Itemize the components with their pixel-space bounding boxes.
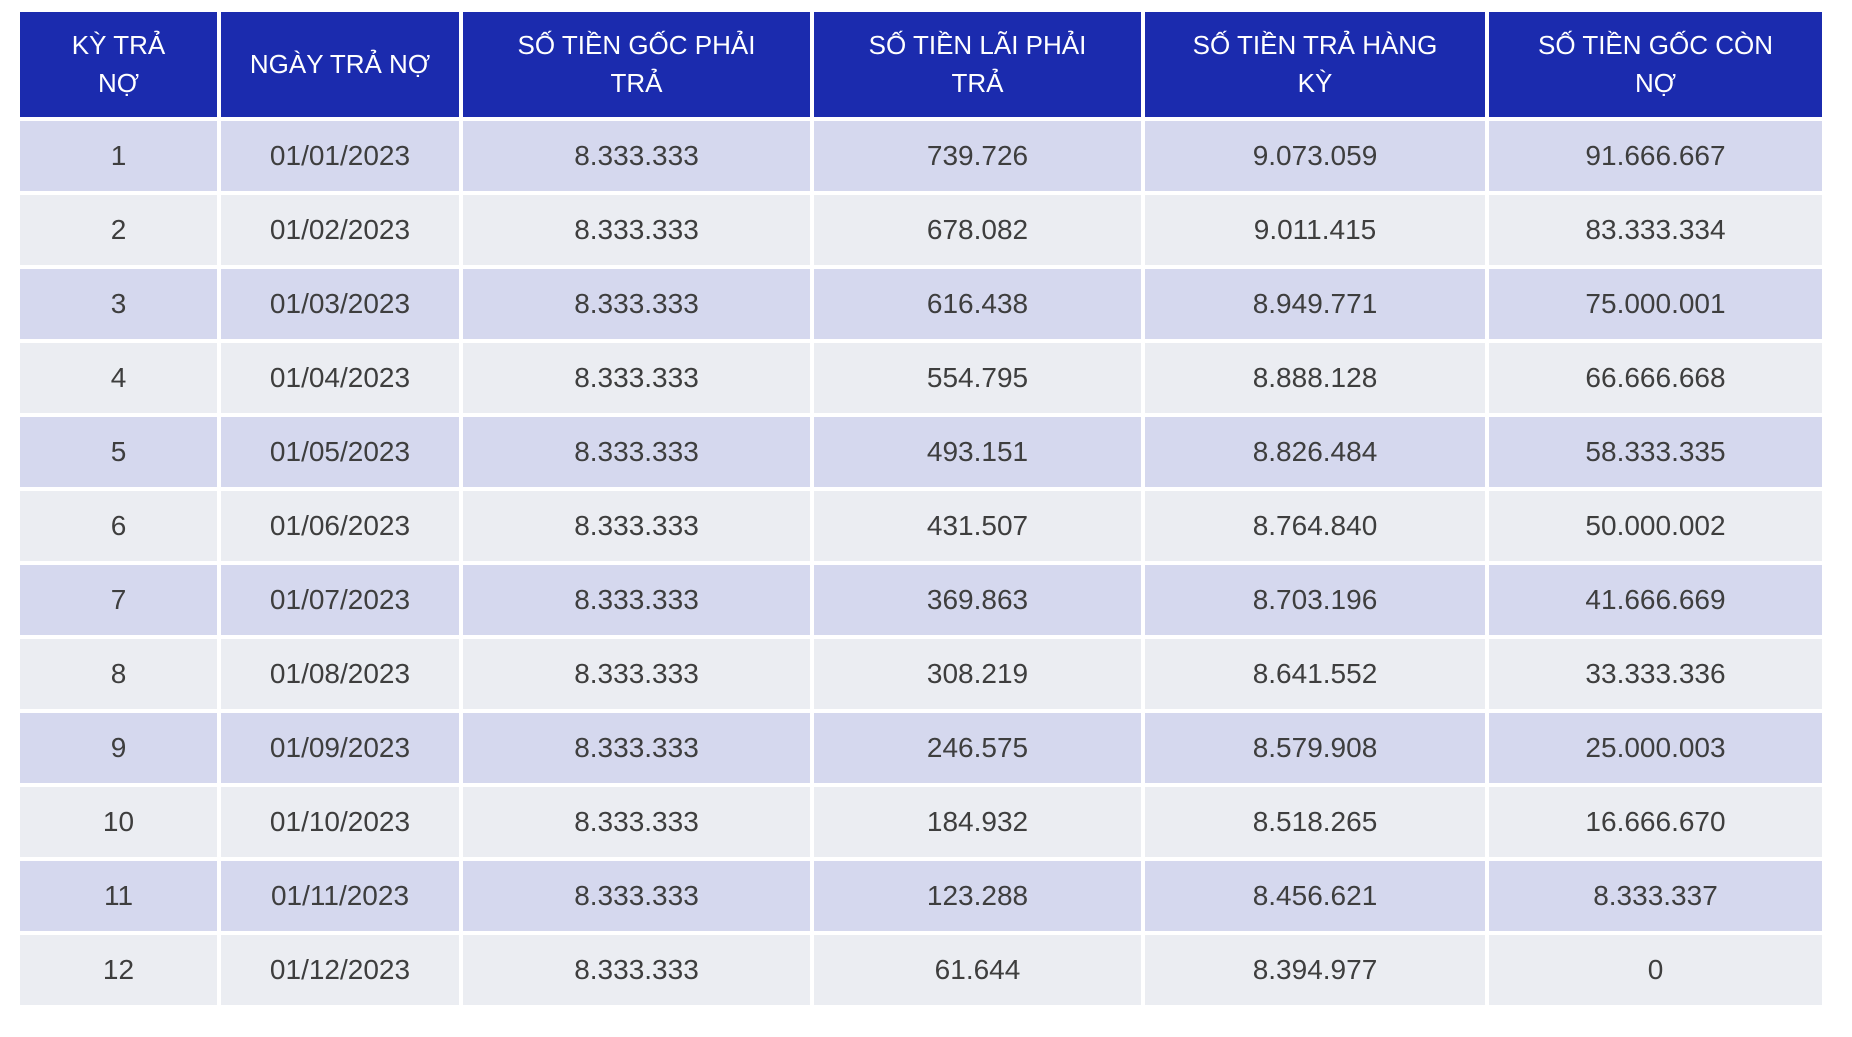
cell-interest-row-9: 246.575 bbox=[814, 713, 1141, 783]
cell-balance-row-10: 16.666.670 bbox=[1489, 787, 1822, 857]
cell-date-row-4: 01/04/2023 bbox=[221, 343, 459, 413]
cell-interest-row-6: 431.507 bbox=[814, 491, 1141, 561]
column-header-payment: SỐ TIỀN TRẢ HÀNG KỲ bbox=[1145, 12, 1485, 117]
cell-date-row-8: 01/08/2023 bbox=[221, 639, 459, 709]
column-header-interest: SỐ TIỀN LÃI PHẢI TRẢ bbox=[814, 12, 1141, 117]
cell-principal-row-3: 8.333.333 bbox=[463, 269, 810, 339]
cell-balance-row-12: 0 bbox=[1489, 935, 1822, 1005]
cell-date-row-11: 01/11/2023 bbox=[221, 861, 459, 931]
cell-period-row-3: 3 bbox=[20, 269, 217, 339]
cell-principal-row-5: 8.333.333 bbox=[463, 417, 810, 487]
cell-balance-row-1: 91.666.667 bbox=[1489, 121, 1822, 191]
cell-period-row-1: 1 bbox=[20, 121, 217, 191]
cell-date-row-10: 01/10/2023 bbox=[221, 787, 459, 857]
cell-payment-row-1: 9.073.059 bbox=[1145, 121, 1485, 191]
cell-principal-row-2: 8.333.333 bbox=[463, 195, 810, 265]
cell-principal-row-6: 8.333.333 bbox=[463, 491, 810, 561]
cell-period-row-4: 4 bbox=[20, 343, 217, 413]
cell-principal-row-12: 8.333.333 bbox=[463, 935, 810, 1005]
cell-payment-row-6: 8.764.840 bbox=[1145, 491, 1485, 561]
cell-interest-row-10: 184.932 bbox=[814, 787, 1141, 857]
cell-period-row-6: 6 bbox=[20, 491, 217, 561]
cell-principal-row-1: 8.333.333 bbox=[463, 121, 810, 191]
cell-principal-row-10: 8.333.333 bbox=[463, 787, 810, 857]
cell-date-row-9: 01/09/2023 bbox=[221, 713, 459, 783]
cell-period-row-12: 12 bbox=[20, 935, 217, 1005]
cell-balance-row-3: 75.000.001 bbox=[1489, 269, 1822, 339]
cell-payment-row-3: 8.949.771 bbox=[1145, 269, 1485, 339]
cell-interest-row-12: 61.644 bbox=[814, 935, 1141, 1005]
cell-date-row-2: 01/02/2023 bbox=[221, 195, 459, 265]
cell-date-row-12: 01/12/2023 bbox=[221, 935, 459, 1005]
cell-balance-row-4: 66.666.668 bbox=[1489, 343, 1822, 413]
cell-balance-row-9: 25.000.003 bbox=[1489, 713, 1822, 783]
cell-payment-row-7: 8.703.196 bbox=[1145, 565, 1485, 635]
cell-payment-row-10: 8.518.265 bbox=[1145, 787, 1485, 857]
cell-payment-row-9: 8.579.908 bbox=[1145, 713, 1485, 783]
cell-period-row-9: 9 bbox=[20, 713, 217, 783]
cell-balance-row-2: 83.333.334 bbox=[1489, 195, 1822, 265]
cell-interest-row-11: 123.288 bbox=[814, 861, 1141, 931]
cell-date-row-1: 01/01/2023 bbox=[221, 121, 459, 191]
cell-period-row-7: 7 bbox=[20, 565, 217, 635]
cell-date-row-6: 01/06/2023 bbox=[221, 491, 459, 561]
cell-interest-row-7: 369.863 bbox=[814, 565, 1141, 635]
cell-period-row-11: 11 bbox=[20, 861, 217, 931]
column-header-period: KỲ TRẢ NỢ bbox=[20, 12, 217, 117]
column-header-principal: SỐ TIỀN GỐC PHẢI TRẢ bbox=[463, 12, 810, 117]
table-grid: KỲ TRẢ NỢ NGÀY TRẢ NỢ SỐ TIỀN GỐC PHẢI T… bbox=[20, 12, 1822, 1005]
cell-payment-row-12: 8.394.977 bbox=[1145, 935, 1485, 1005]
cell-interest-row-3: 616.438 bbox=[814, 269, 1141, 339]
cell-payment-row-5: 8.826.484 bbox=[1145, 417, 1485, 487]
cell-principal-row-9: 8.333.333 bbox=[463, 713, 810, 783]
cell-interest-row-4: 554.795 bbox=[814, 343, 1141, 413]
cell-period-row-5: 5 bbox=[20, 417, 217, 487]
amortization-table: KỲ TRẢ NỢ NGÀY TRẢ NỢ SỐ TIỀN GỐC PHẢI T… bbox=[20, 12, 1822, 1005]
cell-principal-row-11: 8.333.333 bbox=[463, 861, 810, 931]
cell-period-row-8: 8 bbox=[20, 639, 217, 709]
cell-principal-row-7: 8.333.333 bbox=[463, 565, 810, 635]
column-header-date: NGÀY TRẢ NỢ bbox=[221, 12, 459, 117]
cell-date-row-7: 01/07/2023 bbox=[221, 565, 459, 635]
cell-period-row-2: 2 bbox=[20, 195, 217, 265]
cell-principal-row-4: 8.333.333 bbox=[463, 343, 810, 413]
cell-interest-row-2: 678.082 bbox=[814, 195, 1141, 265]
cell-interest-row-1: 739.726 bbox=[814, 121, 1141, 191]
cell-balance-row-8: 33.333.336 bbox=[1489, 639, 1822, 709]
cell-interest-row-5: 493.151 bbox=[814, 417, 1141, 487]
cell-balance-row-6: 50.000.002 bbox=[1489, 491, 1822, 561]
cell-balance-row-11: 8.333.337 bbox=[1489, 861, 1822, 931]
cell-interest-row-8: 308.219 bbox=[814, 639, 1141, 709]
cell-date-row-5: 01/05/2023 bbox=[221, 417, 459, 487]
cell-payment-row-2: 9.011.415 bbox=[1145, 195, 1485, 265]
cell-period-row-10: 10 bbox=[20, 787, 217, 857]
cell-payment-row-4: 8.888.128 bbox=[1145, 343, 1485, 413]
cell-balance-row-5: 58.333.335 bbox=[1489, 417, 1822, 487]
cell-balance-row-7: 41.666.669 bbox=[1489, 565, 1822, 635]
cell-principal-row-8: 8.333.333 bbox=[463, 639, 810, 709]
cell-payment-row-8: 8.641.552 bbox=[1145, 639, 1485, 709]
cell-payment-row-11: 8.456.621 bbox=[1145, 861, 1485, 931]
cell-date-row-3: 01/03/2023 bbox=[221, 269, 459, 339]
column-header-balance: SỐ TIỀN GỐC CÒN NỢ bbox=[1489, 12, 1822, 117]
